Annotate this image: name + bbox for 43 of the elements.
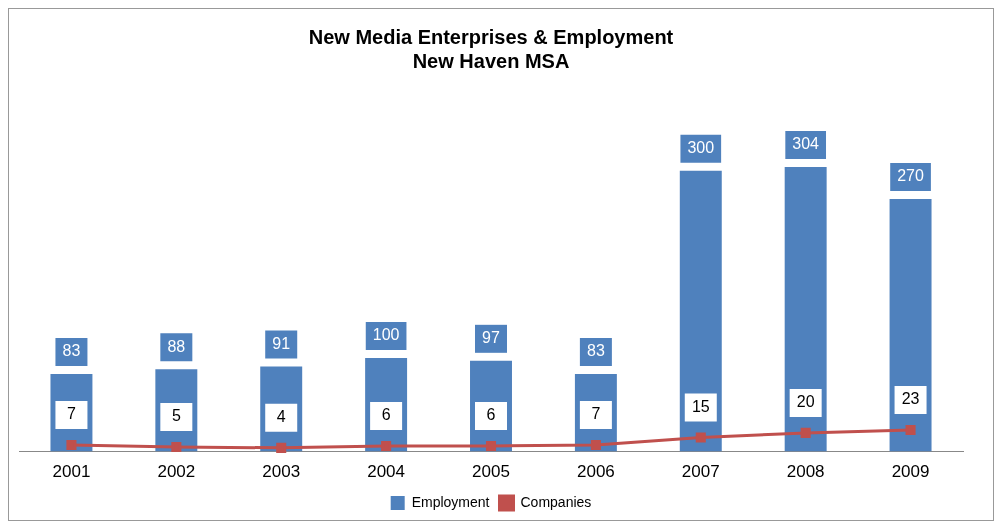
data-label: 91 <box>272 334 291 352</box>
data-label: 5 <box>171 407 181 425</box>
legend-label: Employment <box>411 493 490 510</box>
point <box>171 441 182 452</box>
data-label: 15 <box>691 397 710 415</box>
point <box>485 440 497 452</box>
data-label: 83 <box>586 342 605 360</box>
x-tick-label: 2009 <box>891 462 930 482</box>
x-tick-label: 2007 <box>681 462 720 482</box>
chart-title: New Media Enterprises & Employment <box>308 25 674 48</box>
point <box>800 427 811 438</box>
data-label: 6 <box>381 406 391 424</box>
x-tick-label: 2002 <box>157 462 196 482</box>
point <box>381 440 392 452</box>
data-label: 20 <box>796 393 815 411</box>
point <box>590 440 601 451</box>
data-label: 304 <box>792 135 820 153</box>
point <box>695 432 706 443</box>
x-tick-label: 2008 <box>786 462 825 482</box>
x-tick-label: 2006 <box>576 462 615 482</box>
bar <box>784 167 827 452</box>
point <box>905 425 916 436</box>
point <box>276 442 287 453</box>
data-label: 270 <box>897 167 924 185</box>
data-label: 88 <box>167 337 186 355</box>
x-tick-label: 2003 <box>262 462 301 482</box>
data-label: 100 <box>372 326 400 344</box>
x-tick-label: 2005 <box>472 462 510 482</box>
chart-subtitle: New Haven MSA <box>412 49 570 72</box>
bar <box>679 170 722 452</box>
data-label: 7 <box>66 405 76 423</box>
data-label: 6 <box>486 406 496 424</box>
bar <box>889 198 932 452</box>
data-label: 7 <box>591 405 601 423</box>
data-label: 23 <box>901 390 920 408</box>
legend-label: Companies <box>520 493 592 510</box>
data-label: 300 <box>687 139 715 157</box>
data-label: 83 <box>62 342 81 360</box>
data-label: 4 <box>276 408 286 426</box>
point <box>66 440 77 451</box>
x-tick-label: 2001 <box>52 462 91 482</box>
data-label: 97 <box>482 329 500 347</box>
x-tick-label: 2004 <box>367 462 406 482</box>
